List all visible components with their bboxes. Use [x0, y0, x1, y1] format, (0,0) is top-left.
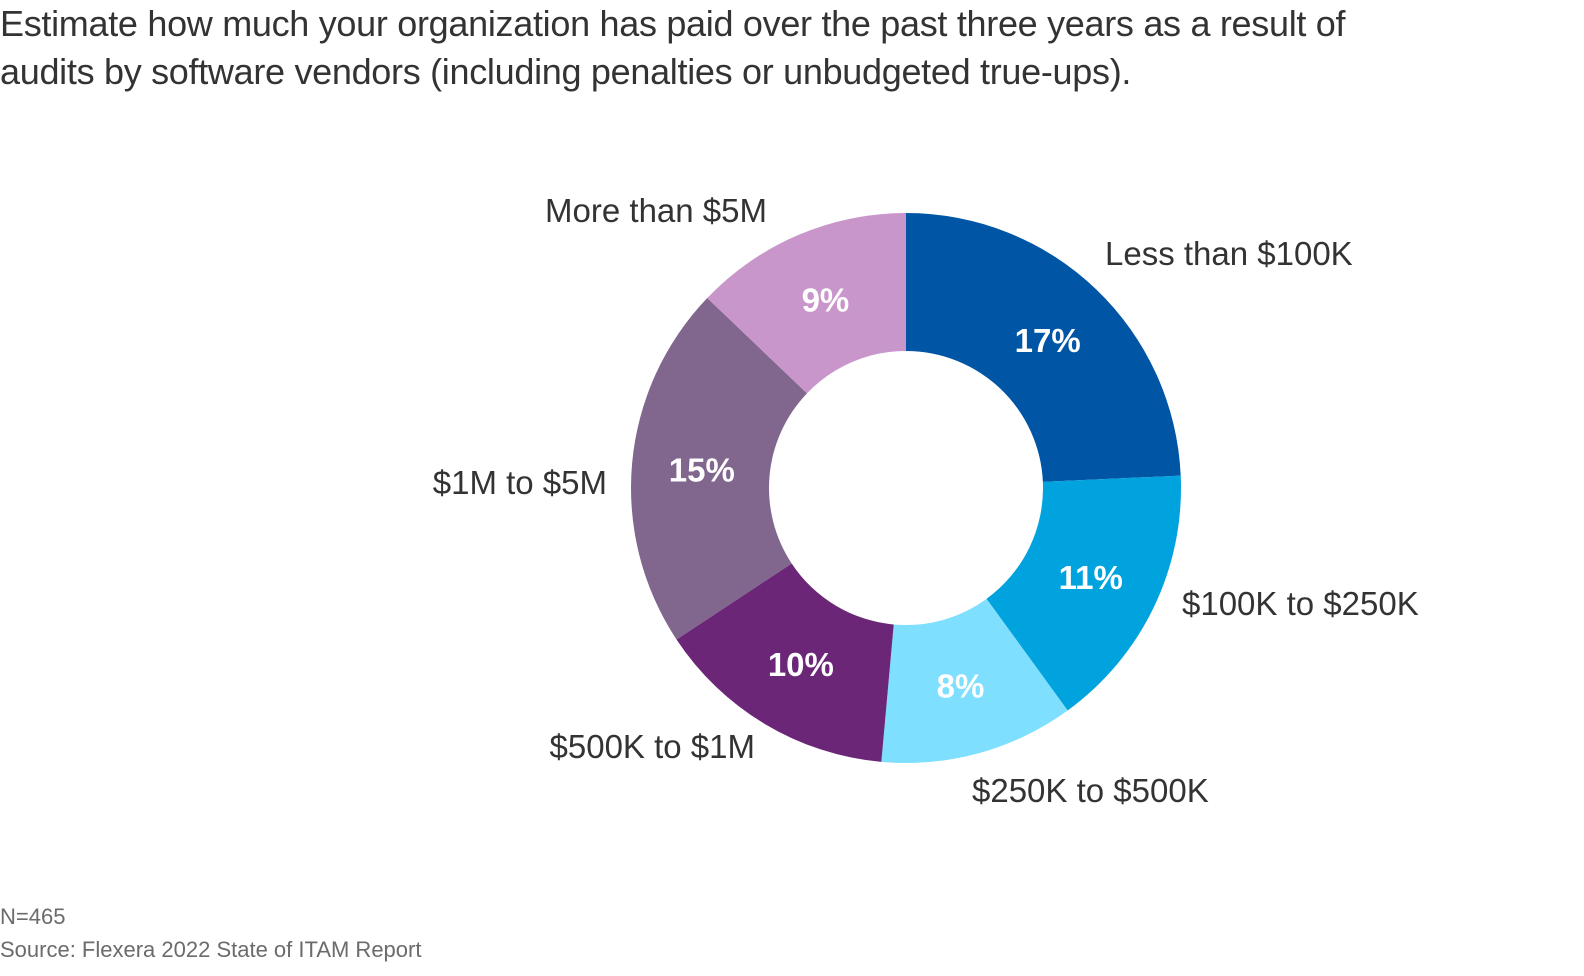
category-label-1: $100K to $250K — [1182, 585, 1419, 622]
donut-slice-5 — [707, 213, 906, 394]
value-label-2: 8% — [937, 668, 985, 705]
category-label-5: More than $5M — [545, 192, 767, 229]
category-label-4: $1M to $5M — [433, 464, 607, 501]
donut-slice-1 — [986, 475, 1181, 711]
value-label-4: 15% — [669, 452, 735, 489]
chart-title: Estimate how much your organization has … — [0, 0, 1584, 96]
donut-slice-0 — [906, 213, 1181, 482]
donut-slice-4 — [631, 297, 807, 640]
value-label-3: 10% — [768, 646, 834, 683]
category-label-2: $250K to $500K — [972, 772, 1209, 809]
category-label-0: Less than $100K — [1105, 235, 1353, 272]
chart-title-line-1: Estimate how much your organization has … — [0, 3, 1346, 44]
value-label-5: 9% — [802, 281, 850, 318]
source-note: Source: Flexera 2022 State of ITAM Repor… — [0, 937, 422, 962]
donut-slice-3 — [676, 563, 894, 762]
chart-title-line-2: audits by software vendors (including pe… — [0, 51, 1132, 92]
value-label-0: 17% — [1015, 322, 1081, 359]
value-label-1: 11% — [1059, 559, 1123, 596]
sample-size-note: N=465 — [0, 904, 66, 929]
category-label-3: $500K to $1M — [550, 728, 755, 765]
donut-slice-2 — [881, 598, 1068, 763]
